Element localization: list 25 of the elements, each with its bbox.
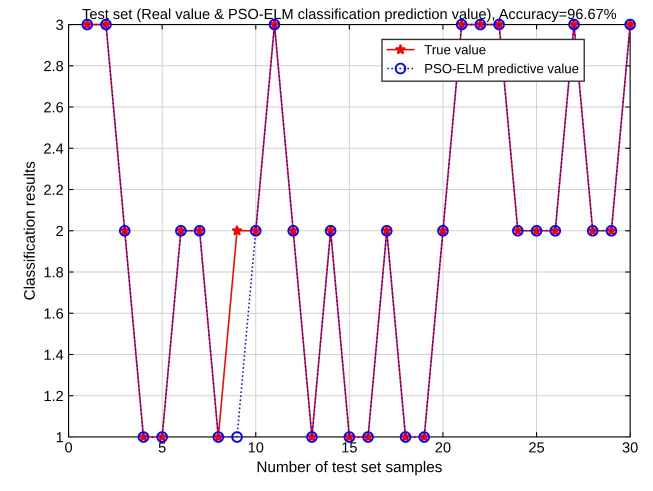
x-tick-label: 0	[65, 442, 72, 453]
y-tick-label: 2.2	[44, 184, 63, 195]
y-tick-label: 1.8	[44, 267, 64, 278]
y-tick-label: 1.4	[44, 350, 64, 360]
y-tick-label: 3	[56, 20, 64, 30]
y-tick-label: 1.6	[44, 308, 64, 319]
legend-label: True value	[424, 44, 486, 54]
x-tick-label: 5	[158, 442, 166, 453]
point	[232, 225, 243, 236]
x-tick-label: 30	[622, 442, 638, 453]
y-axis-title: Classification results	[24, 162, 35, 300]
legend-label: PSO-ELM predictive value	[425, 64, 578, 76]
x-tick-label: 20	[436, 442, 450, 453]
y-tick-label: 2.8	[44, 60, 64, 72]
y-tick-label: 1	[56, 432, 63, 442]
x-tick-label: 15	[342, 442, 357, 453]
x-tick-label: 10	[248, 442, 264, 453]
x-tick-label: 25	[529, 442, 544, 453]
point	[231, 431, 243, 443]
y-tick-label: 1.2	[44, 390, 63, 402]
y-tick-label: 2.4	[44, 143, 64, 154]
y-tick-label: 2.6	[44, 102, 64, 112]
y-tick-label: 2	[56, 226, 63, 236]
chart-title: Test set (Real value & PSO-ELM classification prediction value), Accuracy=96.67%	[82, 8, 616, 22]
x-axis-title: Number of test set samples	[258, 461, 442, 476]
